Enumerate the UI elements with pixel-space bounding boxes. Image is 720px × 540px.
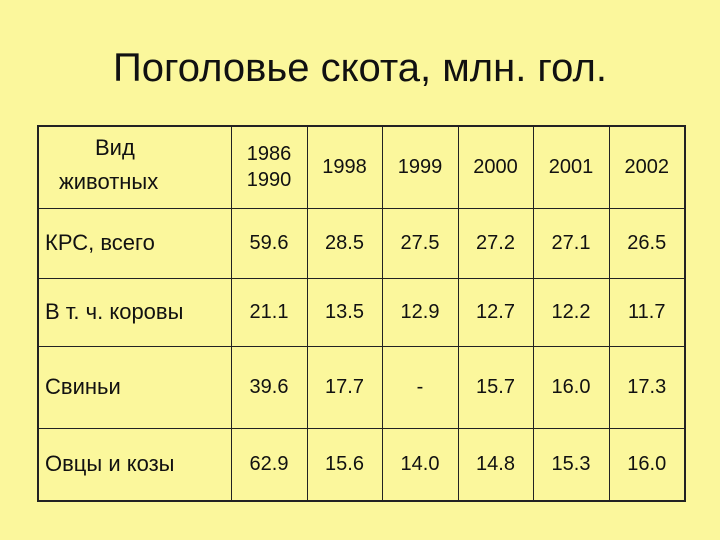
- corner-line-2: животных: [59, 169, 159, 194]
- table-cell: 59.6: [230, 207, 308, 279]
- table-cell: 39.6: [230, 345, 308, 429]
- page-title: Поголовье скота, млн. гол.: [113, 46, 607, 90]
- table-cell: 15.3: [532, 427, 610, 502]
- table-row: КРС, всего 59.6 28.5 27.5 27.2 27.1 26.5: [37, 207, 686, 279]
- table-row: В т. ч. коровы 21.1 13.5 12.9 12.7 12.2 …: [37, 277, 686, 347]
- table-cell: 62.9: [230, 427, 308, 502]
- table-cell: 21.1: [230, 277, 308, 347]
- table-cell: 27.1: [532, 207, 610, 279]
- table-cell: 28.5: [306, 207, 383, 279]
- column-header-year: 2000: [473, 155, 518, 178]
- column-header-1986-1990: 1986 1990: [230, 125, 308, 209]
- table-cell: 26.5: [608, 207, 686, 279]
- column-header-year: 2002: [624, 155, 670, 178]
- column-header-year: 1999: [397, 155, 443, 178]
- table-cell: 14.8: [457, 427, 534, 502]
- column-header-2000: 2000: [457, 125, 534, 209]
- table-cell: 27.2: [457, 207, 534, 279]
- row-label: В т. ч. коровы: [37, 277, 232, 347]
- table-cell: 12.9: [381, 277, 459, 347]
- row-label: КРС, всего: [37, 207, 232, 279]
- table-cell: 17.3: [608, 345, 686, 429]
- table-cell: 15.7: [457, 345, 534, 429]
- table-row: Овцы и козы 62.9 15.6 14.0 14.8 15.3 16.…: [37, 427, 686, 502]
- column-header-1999: 1999: [381, 125, 459, 209]
- table-cell: 13.5: [306, 277, 383, 347]
- column-header-year: 1998: [322, 155, 367, 178]
- table-cell: 12.7: [457, 277, 534, 347]
- table-cell: 11.7: [608, 277, 686, 347]
- table-cell: -: [381, 345, 459, 429]
- table-cell: 16.0: [532, 345, 610, 429]
- livestock-table: Вид животных 1986 1990 1998 1999 2000 20…: [37, 125, 686, 502]
- row-label: Свиньи: [37, 345, 232, 429]
- corner-header: Вид животных: [37, 125, 232, 209]
- column-header-year: 1990: [246, 169, 292, 192]
- column-header-year: 1986: [246, 143, 292, 166]
- table-cell: 14.0: [381, 427, 459, 502]
- column-header-1998: 1998: [306, 125, 383, 209]
- corner-line-1: Вид: [95, 135, 135, 160]
- column-header-2001: 2001: [532, 125, 610, 209]
- table-cell: 12.2: [532, 277, 610, 347]
- table-row: Свиньи 39.6 17.7 - 15.7 16.0 17.3: [37, 345, 686, 429]
- table-cell: 15.6: [306, 427, 383, 502]
- row-label: Овцы и козы: [37, 427, 232, 502]
- table-cell: 16.0: [608, 427, 686, 502]
- table-header-row: Вид животных 1986 1990 1998 1999 2000 20…: [37, 125, 686, 209]
- column-header-year: 2001: [548, 155, 594, 178]
- table-cell: 27.5: [381, 207, 459, 279]
- table-cell: 17.7: [306, 345, 383, 429]
- column-header-2002: 2002: [608, 125, 686, 209]
